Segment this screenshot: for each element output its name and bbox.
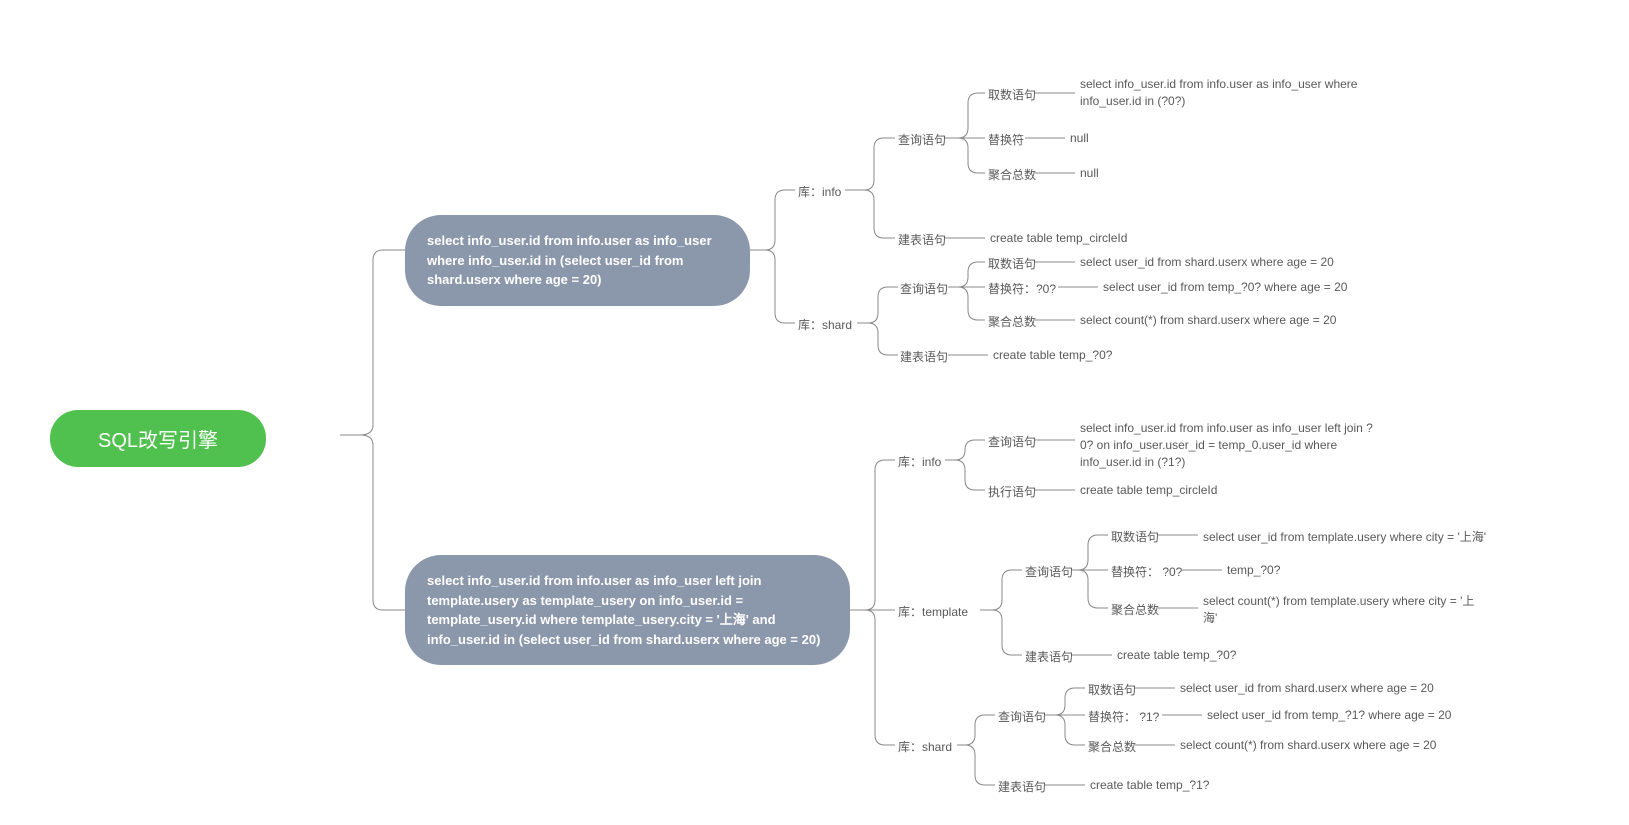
aggregate-label[interactable]: 聚合总数 — [988, 313, 1036, 330]
fetch-value: select user_id from shard.userx where ag… — [1080, 255, 1334, 269]
lib-info-label[interactable]: 库：info — [798, 183, 841, 200]
aggregate-value: select count(*) from shard.userx where a… — [1180, 738, 1436, 752]
replace-label[interactable]: 替换符： ?0? — [1111, 563, 1182, 580]
fetch-value: select user_id from shard.userx where ag… — [1180, 681, 1434, 695]
sql-text: select info_user.id from info.user as in… — [427, 233, 712, 287]
aggregate-value: select count(*) from template.usery wher… — [1203, 593, 1483, 627]
create-label[interactable]: 建表语句 — [1025, 648, 1073, 665]
fetch-label[interactable]: 取数语句 — [988, 255, 1036, 272]
replace-value: null — [1070, 131, 1089, 145]
query-label[interactable]: 查询语句 — [898, 131, 946, 148]
exec-value: create table temp_circleId — [1080, 483, 1217, 497]
sql-text: select info_user.id from info.user as in… — [427, 573, 820, 647]
create-value: create table temp_?0? — [993, 348, 1112, 362]
root-node[interactable]: SQL改写引擎 — [50, 410, 266, 467]
aggregate-value: select count(*) from shard.userx where a… — [1080, 313, 1336, 327]
aggregate-label[interactable]: 聚合总数 — [1111, 601, 1159, 618]
fetch-label[interactable]: 取数语句 — [988, 86, 1036, 103]
aggregate-label[interactable]: 聚合总数 — [988, 166, 1036, 183]
query-label[interactable]: 查询语句 — [988, 433, 1036, 450]
query-label[interactable]: 查询语句 — [1025, 563, 1073, 580]
fetch-label[interactable]: 取数语句 — [1111, 528, 1159, 545]
sql-node-1[interactable]: select info_user.id from info.user as in… — [405, 215, 750, 306]
lib-info-label[interactable]: 库：info — [898, 453, 941, 470]
query-label[interactable]: 查询语句 — [900, 280, 948, 297]
create-value: create table temp_?1? — [1090, 778, 1209, 792]
query-label[interactable]: 查询语句 — [998, 708, 1046, 725]
replace-label[interactable]: 替换符： ?1? — [1088, 708, 1159, 725]
root-label: SQL改写引擎 — [98, 430, 218, 452]
replace-label[interactable]: 替换符 — [988, 131, 1024, 148]
create-label[interactable]: 建表语句 — [900, 348, 948, 365]
replace-label[interactable]: 替换符：?0? — [988, 280, 1056, 297]
lib-template-label[interactable]: 库：template — [898, 603, 968, 620]
query-value: select info_user.id from info.user as in… — [1080, 420, 1380, 470]
create-value: create table temp_?0? — [1117, 648, 1236, 662]
create-value: create table temp_circleId — [990, 231, 1127, 245]
fetch-label[interactable]: 取数语句 — [1088, 681, 1136, 698]
create-label[interactable]: 建表语句 — [998, 778, 1046, 795]
create-label[interactable]: 建表语句 — [898, 231, 946, 248]
replace-value: select user_id from temp_?0? where age =… — [1103, 280, 1347, 294]
fetch-value: select info_user.id from info.user as in… — [1080, 76, 1370, 110]
aggregate-label[interactable]: 聚合总数 — [1088, 738, 1136, 755]
lib-shard-label[interactable]: 库：shard — [898, 738, 952, 755]
aggregate-value: null — [1080, 166, 1099, 180]
exec-label[interactable]: 执行语句 — [988, 483, 1036, 500]
sql-node-2[interactable]: select info_user.id from info.user as in… — [405, 555, 850, 665]
lib-shard-label[interactable]: 库：shard — [798, 316, 852, 333]
fetch-value: select user_id from template.usery where… — [1203, 528, 1486, 545]
replace-value: temp_?0? — [1227, 563, 1280, 577]
replace-value: select user_id from temp_?1? where age =… — [1207, 708, 1451, 722]
